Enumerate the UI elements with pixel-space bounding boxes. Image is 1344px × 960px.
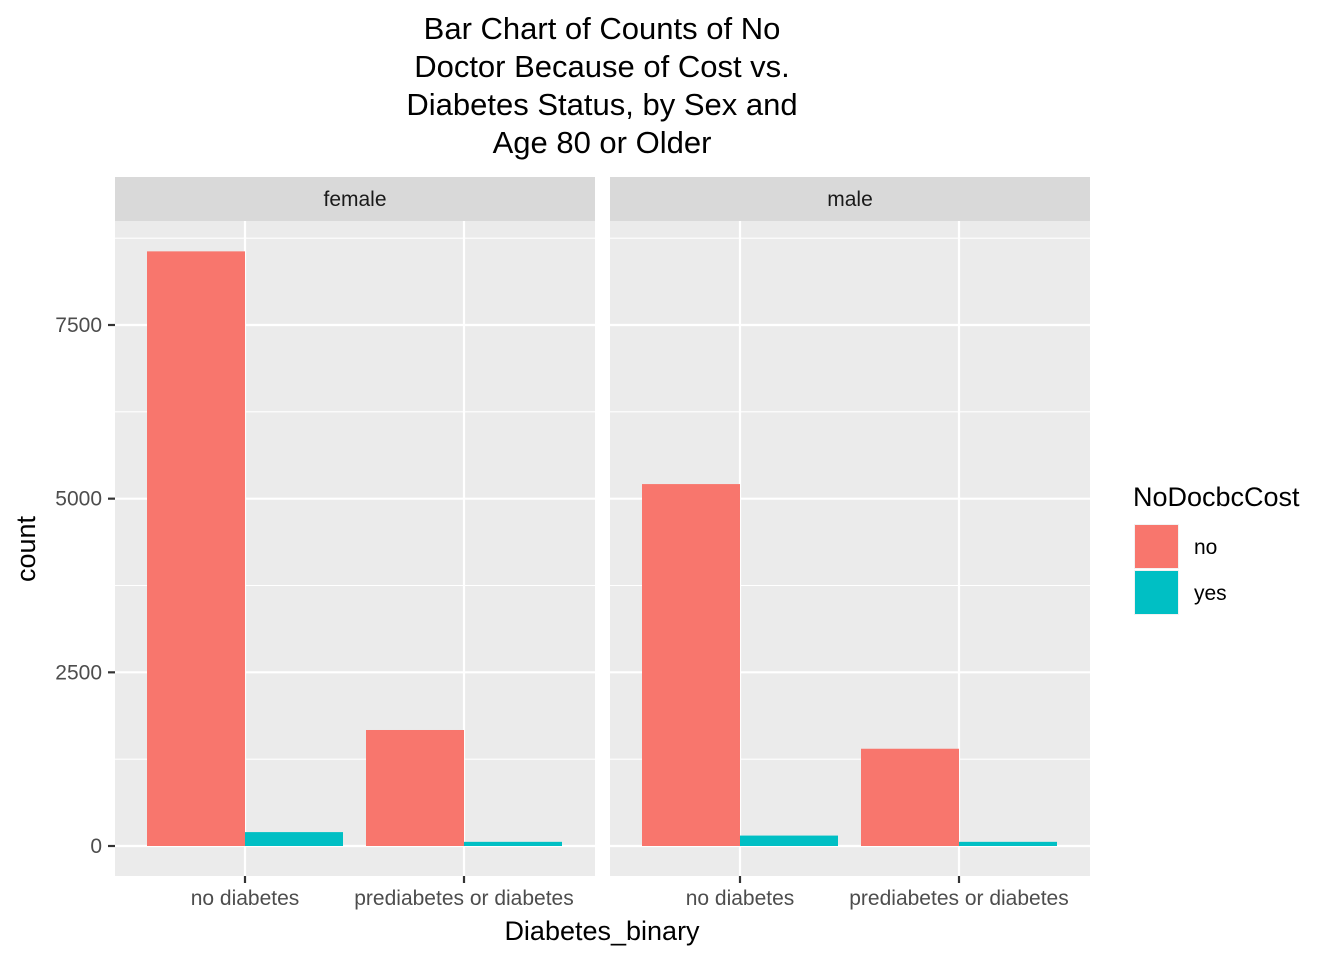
title-line-4: Age 80 or Older <box>493 125 712 160</box>
x-tick-label: no diabetes <box>686 887 795 910</box>
title-line-2: Doctor Because of Cost vs. <box>414 49 790 84</box>
title-line-3: Diabetes Status, by Sex and <box>406 87 797 122</box>
legend-swatch-no <box>1135 525 1178 568</box>
legend-label-yes: yes <box>1194 582 1227 605</box>
bar-female-yes-1 <box>464 841 562 846</box>
y-axis-title: count <box>11 515 41 582</box>
panel-male: male no diabetes prediabetes or diabetes <box>610 177 1090 910</box>
y-axis: 0 2500 5000 7500 <box>55 314 115 858</box>
x-tick-label: no diabetes <box>191 887 300 910</box>
x-axis-title: Diabetes_binary <box>504 916 700 946</box>
facet-panels: female no diabetes prediabetes or diabetes… <box>115 177 1090 910</box>
panel-female: female no diabetes prediabetes or diabetes <box>115 177 595 910</box>
legend: NoDocbcCost no yes <box>1133 482 1300 615</box>
facet-strip-label: female <box>323 188 386 211</box>
x-tick-label: prediabetes or diabetes <box>849 887 1069 910</box>
y-tick-label: 5000 <box>55 488 102 511</box>
y-tick-label: 7500 <box>55 314 102 337</box>
legend-label-no: no <box>1194 536 1217 559</box>
bar-female-yes-0 <box>245 832 343 846</box>
bar-male-yes-1 <box>959 841 1057 846</box>
chart-title: Bar Chart of Counts of No Doctor Because… <box>406 11 797 160</box>
legend-title: NoDocbcCost <box>1133 482 1300 512</box>
bar-male-no-1 <box>861 748 959 846</box>
facet-strip-label: male <box>827 188 873 211</box>
y-tick-label: 0 <box>90 835 102 858</box>
facet-strip <box>610 177 1090 221</box>
facet-strip <box>115 177 595 221</box>
legend-swatch-yes <box>1135 571 1178 614</box>
bar-female-no-1 <box>366 729 464 846</box>
bar-female-no-0 <box>147 251 245 846</box>
x-tick-label: prediabetes or diabetes <box>354 887 574 910</box>
bar-male-no-0 <box>642 484 740 846</box>
title-line-1: Bar Chart of Counts of No <box>424 11 781 46</box>
bar-male-yes-0 <box>740 835 838 846</box>
y-tick-label: 2500 <box>55 661 102 684</box>
